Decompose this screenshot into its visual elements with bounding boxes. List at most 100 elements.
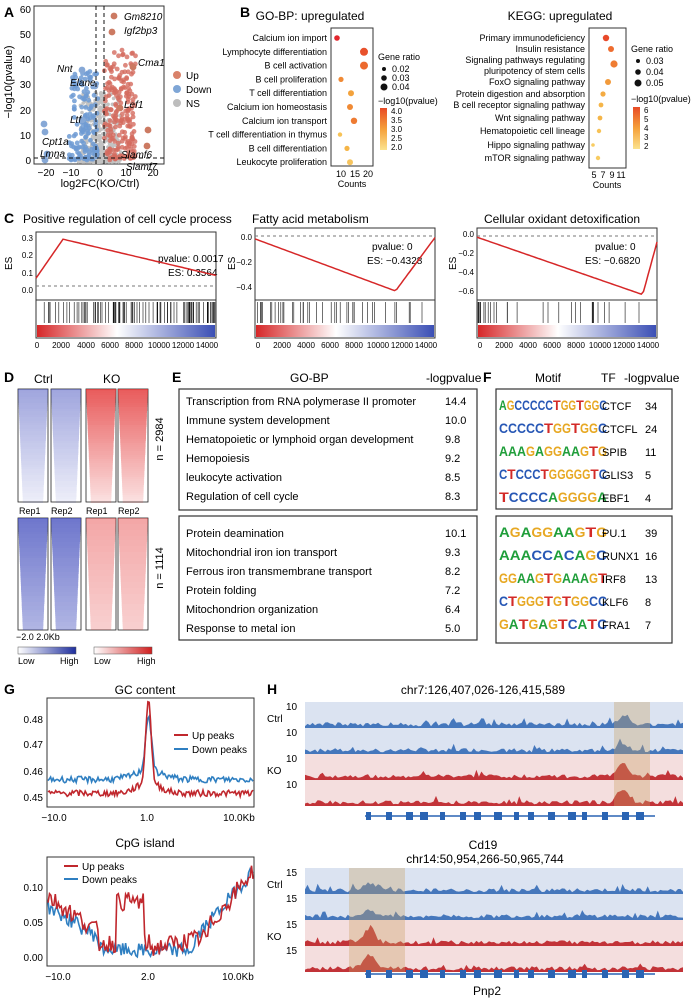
volcano-point-down — [85, 127, 90, 133]
motif-base: T — [598, 570, 607, 586]
volcano-point-up — [114, 147, 119, 153]
heatmap-ctrl-label: Ctrl — [34, 372, 53, 386]
motif-base: C — [531, 547, 542, 563]
heatmap-stripe — [18, 538, 48, 540]
volcano-point-ns — [110, 102, 115, 107]
heatmap-stripe — [55, 618, 77, 620]
heatmap-stripe — [18, 524, 48, 526]
gene-label: Elane — [70, 78, 96, 89]
panel-label-g: G — [4, 681, 15, 697]
volcano-point-down — [79, 104, 85, 110]
gobp-color-label: 3.5 — [391, 116, 403, 125]
gsea-rank-gradient — [478, 325, 656, 337]
gobp-dotplot: GO-BP: upregulated Calcium ion import Lym… — [208, 9, 438, 189]
volcano-highlight — [78, 66, 86, 74]
heatmap-stripe — [90, 487, 112, 489]
heatmap-stripe — [86, 522, 116, 524]
gobp-frame — [330, 27, 374, 167]
heatmap-stripe — [54, 469, 78, 471]
heatmap-stripe — [86, 411, 115, 413]
heatmap-stripe — [87, 546, 115, 548]
gsea-xtick: 14000 — [415, 341, 438, 350]
heatmap-stripe — [87, 558, 115, 560]
cpg-up-line — [47, 865, 254, 956]
heatmap-stripe — [18, 528, 48, 530]
go-term: Mitochondrial iron ion transport — [186, 547, 337, 559]
heatmap-stripe — [86, 401, 116, 403]
heatmap-stripe — [87, 433, 115, 435]
go-logp: 10.1 — [445, 528, 466, 540]
heatmap-rep-label: Rep1 — [86, 506, 108, 516]
heatmap-stripe — [53, 435, 79, 437]
go-logp: 9.3 — [445, 547, 460, 559]
size-key — [381, 75, 387, 81]
volcano-point-ns — [99, 99, 103, 103]
heatmap-stripe — [90, 485, 112, 487]
motif-base: C — [517, 420, 526, 436]
motif-base: G — [584, 397, 592, 413]
heatmap-stripe — [119, 558, 147, 560]
motif-base: A — [580, 570, 589, 586]
heatmap-stripe — [52, 540, 81, 542]
heatmap-stripe — [121, 606, 145, 608]
heatmap-stripe — [119, 425, 147, 427]
panel-label-f: F — [483, 369, 492, 385]
heatmap-stripe — [20, 447, 46, 449]
heatmap-stripe — [88, 437, 114, 439]
kegg-colorbar — [633, 107, 640, 149]
heatmap-stripe — [119, 417, 147, 419]
gsea-curve — [35, 238, 217, 279]
gene-label: Igf2bp3 — [124, 26, 158, 37]
gsea-rank-frame — [476, 299, 658, 339]
heatmap-stripe — [18, 534, 48, 536]
motif-base: C — [499, 420, 508, 436]
motif-base: G — [568, 397, 576, 413]
volcano-highlight — [108, 28, 116, 36]
volcano-point-down — [87, 111, 93, 117]
pathway-dot — [338, 76, 344, 82]
heatmap-stripe — [52, 415, 80, 417]
volcano-point-up — [105, 127, 111, 133]
volcano-point-up — [119, 78, 125, 84]
heatmap-stripe — [119, 562, 147, 564]
go-term: Immune system development — [186, 415, 330, 427]
heatmap-stripe — [52, 554, 80, 556]
gsea-ytick: 0.1 — [22, 269, 34, 278]
gsea-ytick: 0.0 — [241, 233, 253, 242]
heatmap-stripe — [89, 586, 114, 588]
heatmap-stripe — [55, 491, 77, 493]
heatmap-stripe — [119, 542, 147, 544]
heatmap-stripe — [121, 590, 145, 592]
pathway-term: Leukocyte proliferation — [236, 157, 327, 167]
motif-base: T — [541, 466, 550, 482]
motif-base: A — [509, 616, 519, 632]
heatmap-stripe — [21, 590, 45, 592]
heatmap-stripe — [89, 594, 113, 596]
volcano-highlight — [40, 120, 48, 128]
kegg-xtick: 9 — [609, 170, 614, 180]
heatmap-stripe — [18, 393, 48, 395]
heatmap-stripe — [119, 550, 147, 552]
heatmap-stripe — [118, 534, 148, 536]
heatmap-rep-label: Rep2 — [118, 506, 140, 516]
motif-base: A — [578, 616, 588, 632]
heatmap-stripe — [20, 582, 46, 584]
gene-model-exon — [602, 812, 608, 820]
heatmap-stripe — [88, 435, 114, 437]
heatmap-stripe — [87, 431, 115, 433]
motif-base: C — [509, 489, 519, 505]
heatmap-stripe — [121, 598, 145, 600]
volcano-point-up — [124, 90, 129, 96]
motif-base: C — [545, 397, 553, 413]
gc-xtick: 10.0Kb — [223, 813, 255, 824]
cpg-ytick: 0.00 — [24, 953, 44, 964]
volcano-point-down — [93, 71, 99, 77]
motif-base: G — [598, 443, 607, 459]
gsea-xtick: 12000 — [391, 341, 414, 350]
heatmap-scale-low: Low — [18, 656, 35, 666]
heatmap-stripe — [22, 626, 44, 628]
motif-base: A — [575, 547, 586, 563]
heatmap-stripe — [52, 544, 80, 546]
gene-label: Lmna — [40, 149, 65, 160]
heatmap-stripe — [54, 475, 78, 477]
